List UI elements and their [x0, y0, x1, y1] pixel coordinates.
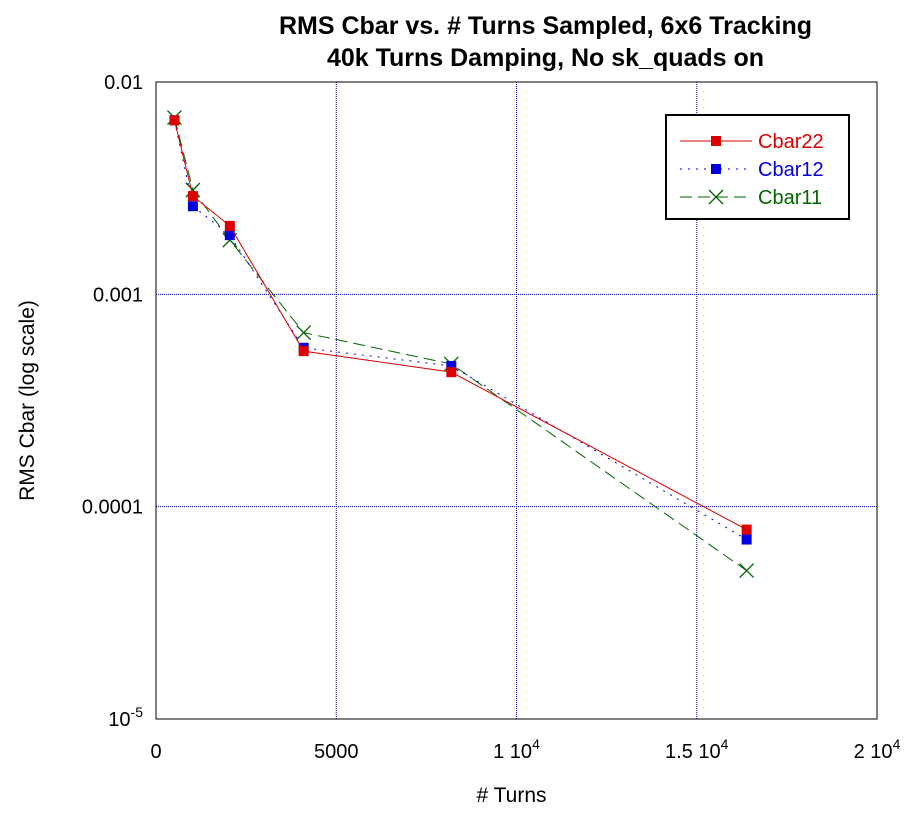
legend-item: Cbar11 — [680, 187, 822, 209]
y-axis-label: RMS Cbar (log scale) — [16, 300, 39, 501]
chart-title-line: RMS Cbar vs. # Turns Sampled, 6x6 Tracki… — [279, 12, 812, 40]
series-line — [173, 120, 747, 531]
y-tick-label: 0.0001 — [82, 497, 143, 519]
data-point — [741, 534, 752, 545]
y-axis-ticks: 0.01 0.001 0.0001 10-5 — [82, 72, 143, 731]
legend-marker — [708, 189, 724, 205]
data-point — [296, 325, 312, 341]
data-point — [224, 220, 235, 231]
x-tick-label: 1 104 — [493, 736, 540, 763]
data-point — [446, 367, 457, 378]
series-cbar22 — [169, 115, 752, 535]
data-point — [169, 115, 180, 126]
legend: Cbar22 Cbar12 Cbar11 — [665, 114, 850, 220]
legend-marker — [711, 164, 721, 174]
chart-title: RMS Cbar vs. # Turns Sampled, 6x6 Tracki… — [279, 12, 812, 72]
x-tick-label: 2 104 — [854, 736, 901, 763]
data-point — [446, 360, 457, 371]
data-point — [741, 524, 752, 535]
x-tick-label: 0 — [150, 741, 161, 763]
series-layer — [166, 110, 755, 579]
x-axis-ticks: 0 5000 1 104 1.5 104 2 104 — [150, 736, 900, 763]
data-point — [298, 346, 309, 357]
data-point — [187, 191, 198, 202]
data-point — [187, 201, 198, 212]
x-axis-label: # Turns — [476, 784, 546, 807]
x-tick-label: 5000 — [314, 741, 359, 763]
chart-title-line: 40k Turns Damping, No sk_quads on — [327, 44, 764, 72]
plot-area — [155, 81, 878, 720]
legend-item: Cbar22 — [680, 131, 824, 153]
legend-item: Cbar12 — [680, 159, 824, 181]
legend-label: Cbar22 — [758, 131, 824, 153]
y-tick-label: 0.001 — [93, 284, 143, 306]
data-point — [224, 230, 235, 241]
series-line — [173, 117, 747, 571]
legend-label: Cbar12 — [758, 159, 824, 181]
y-tick-label: 0.01 — [104, 72, 143, 94]
x-tick-label: 1.5 104 — [665, 736, 729, 763]
data-point — [739, 563, 755, 579]
series-line — [173, 120, 747, 540]
y-tick-label: 10-5 — [108, 704, 143, 731]
legend-marker — [711, 136, 721, 146]
series-cbar12 — [169, 115, 752, 545]
legend-box — [665, 114, 850, 220]
legend-label: Cbar11 — [758, 187, 822, 209]
